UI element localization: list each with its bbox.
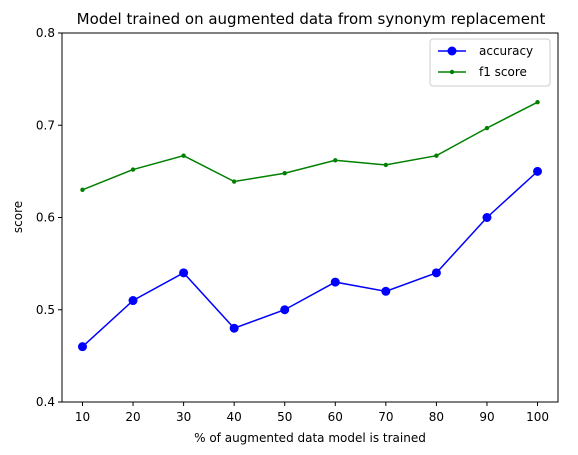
y-tick-label: 0.7 bbox=[36, 118, 55, 132]
data-point-accuracy bbox=[533, 166, 543, 176]
x-tick-label: 20 bbox=[125, 410, 140, 424]
chart-title: Model trained on augmented data from syn… bbox=[77, 10, 546, 28]
data-point-accuracy bbox=[179, 268, 189, 278]
data-point-accuracy bbox=[280, 305, 290, 315]
data-point-accuracy bbox=[482, 213, 492, 222]
x-tick-label: 70 bbox=[378, 410, 393, 424]
legend-marker-accuracy bbox=[447, 46, 457, 56]
x-tick-label: 10 bbox=[75, 410, 90, 424]
data-point-accuracy bbox=[229, 323, 239, 333]
x-tick-label: 60 bbox=[328, 410, 343, 424]
legend-label-accuracy: accuracy bbox=[479, 44, 533, 58]
x-axis-ticks: 10 20 30 40 50 60 70 80 90 100 bbox=[75, 402, 549, 424]
x-tick-label: 40 bbox=[227, 410, 242, 424]
data-point-f1-score bbox=[231, 179, 237, 184]
plot-area bbox=[61, 32, 559, 403]
series-line-accuracy bbox=[81, 170, 539, 348]
data-point-accuracy bbox=[77, 342, 87, 352]
data-point-accuracy bbox=[330, 277, 340, 287]
y-tick-label: 0.6 bbox=[36, 211, 55, 225]
legend: accuracy f1 score bbox=[429, 38, 551, 87]
legend-label-f1-score: f1 score bbox=[479, 65, 527, 79]
data-point-accuracy bbox=[431, 268, 441, 278]
y-tick-label: 0.8 bbox=[36, 26, 55, 40]
data-point-f1-score bbox=[535, 99, 540, 105]
y-axis-ticks: 0.4 0.5 0.6 0.7 0.8 bbox=[36, 26, 62, 409]
y-tick-label: 0.5 bbox=[36, 303, 55, 317]
data-point-f1-score bbox=[434, 153, 439, 158]
data-point-accuracy bbox=[128, 296, 138, 306]
data-point-f1-score bbox=[80, 187, 85, 193]
data-point-f1-score bbox=[181, 153, 186, 158]
x-tick-label: 30 bbox=[176, 410, 191, 424]
x-tick-label: 90 bbox=[479, 410, 494, 424]
y-tick-label: 0.4 bbox=[36, 395, 55, 409]
data-point-f1-score bbox=[282, 171, 287, 176]
legend-marker-f1-score bbox=[449, 69, 455, 75]
x-tick-label: 50 bbox=[277, 410, 292, 424]
data-point-accuracy bbox=[381, 286, 391, 296]
y-axis-label: score bbox=[11, 201, 25, 233]
series-line-f1-score bbox=[82, 101, 538, 191]
data-point-f1-score bbox=[130, 167, 136, 172]
series-layer bbox=[77, 99, 543, 352]
x-axis-label: % of augmented data model is trained bbox=[194, 431, 426, 445]
x-tick-label: 80 bbox=[429, 410, 444, 424]
x-tick-label: 100 bbox=[526, 410, 549, 424]
data-point-f1-score bbox=[484, 125, 490, 131]
data-point-f1-score bbox=[333, 158, 338, 163]
data-point-f1-score bbox=[383, 162, 389, 168]
